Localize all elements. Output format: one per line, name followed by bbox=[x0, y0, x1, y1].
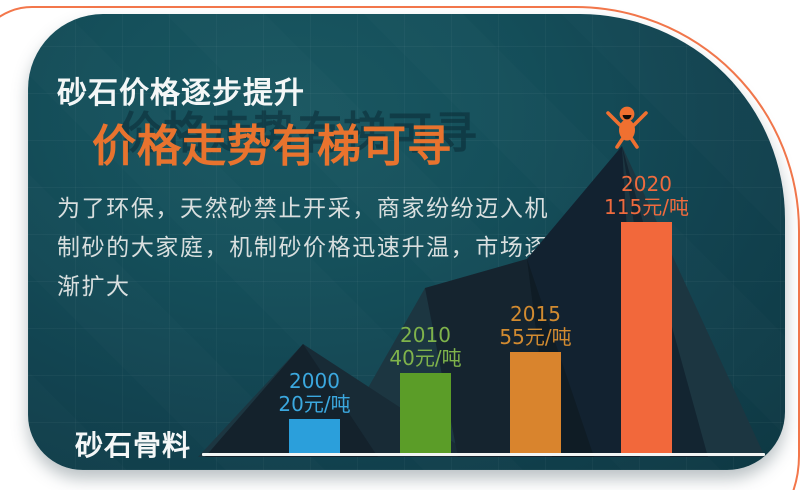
slide-subtitle: 价格走势有梯可寻 bbox=[92, 121, 452, 172]
bar-2000 bbox=[289, 419, 340, 455]
bar-2010 bbox=[400, 373, 451, 455]
bar-label-2015: 2015 55元/吨 bbox=[456, 303, 616, 349]
card-outline-border bbox=[0, 6, 800, 490]
bar-value: 55元/吨 bbox=[499, 325, 572, 349]
bar-value: 115元/吨 bbox=[604, 195, 689, 219]
bar-value: 20元/吨 bbox=[278, 392, 351, 416]
bar-year: 2020 bbox=[621, 172, 672, 196]
bar-label-2020: 2020 115元/吨 bbox=[567, 173, 727, 219]
climber-icon bbox=[606, 106, 648, 149]
bar-label-2000: 2000 20元/吨 bbox=[235, 370, 395, 416]
footer-label: 砂石骨料 bbox=[75, 429, 192, 462]
chart-baseline bbox=[202, 453, 765, 456]
bar-label-2010: 2010 40元/吨 bbox=[346, 324, 506, 370]
bar-year: 2015 bbox=[510, 302, 561, 326]
slide-title: 砂石价格逐步提升 bbox=[57, 76, 305, 111]
bar-year: 2010 bbox=[400, 323, 451, 347]
peak-left-face bbox=[527, 146, 640, 457]
bar-value: 40元/吨 bbox=[389, 346, 462, 370]
bar-2015 bbox=[510, 352, 561, 455]
bar-year: 2000 bbox=[289, 369, 340, 393]
bar-chart: 2000 20元/吨 2010 40元/吨 2015 55元/吨 2020 115元/吨 bbox=[28, 14, 785, 470]
card: 2000 20元/吨 2010 40元/吨 2015 55元/吨 2020 115元/吨 砂石… bbox=[28, 14, 785, 470]
bar-2020 bbox=[621, 222, 672, 455]
description-text: 为了环保，天然砂禁止开采，商家纷纷迈入机制砂的大家庭，机制砂价格迅速升温，市场逐… bbox=[57, 196, 549, 300]
